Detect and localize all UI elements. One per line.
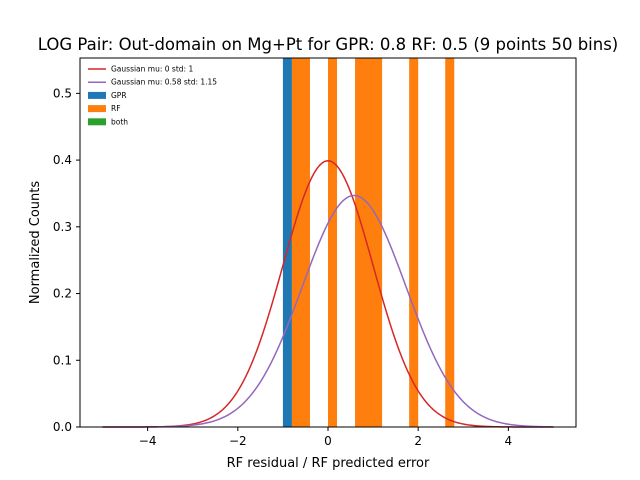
x-tick-label: 2 bbox=[414, 434, 422, 448]
y-tick-label: 0.3 bbox=[53, 220, 72, 234]
bar-rf-1 bbox=[328, 58, 338, 427]
legend-entry-label: GPR bbox=[111, 91, 127, 100]
bar-rf-4 bbox=[445, 58, 455, 427]
bar-rf-3 bbox=[409, 58, 419, 427]
legend-entry-label: Gaussian mu: 0 std: 1 bbox=[111, 65, 193, 74]
gaussian-curve-1 bbox=[102, 194, 554, 428]
axes: −4 −2 0 2 4 0.0 0.1 0.2 0.3 0.4 0.5 bbox=[53, 86, 512, 448]
legend-entry-label: both bbox=[111, 117, 128, 126]
legend-entry-label: RF bbox=[111, 104, 121, 113]
y-tick-label: 0.2 bbox=[53, 287, 72, 301]
y-axis-label: Normalized Counts bbox=[28, 181, 43, 304]
legend-entry-label: Gaussian mu: 0.58 std: 1.15 bbox=[111, 78, 217, 87]
gaussian-curves bbox=[102, 160, 554, 428]
x-tick-label: 0 bbox=[324, 434, 332, 448]
x-tick-label: 4 bbox=[505, 434, 513, 448]
y-tick-label: 0.4 bbox=[53, 153, 72, 167]
bar-gpr-0 bbox=[282, 58, 292, 427]
legend-patch-swatch bbox=[88, 105, 106, 113]
y-tick-label: 0.0 bbox=[53, 420, 72, 434]
legend-patch-swatch bbox=[88, 118, 106, 126]
x-tick-label: −2 bbox=[229, 434, 247, 448]
x-tick-label: −4 bbox=[139, 434, 157, 448]
bar-rf-2 bbox=[355, 58, 383, 427]
legend-patch-swatch bbox=[88, 91, 106, 99]
plot-area bbox=[282, 58, 455, 427]
y-tick-label: 0.5 bbox=[53, 86, 72, 100]
x-axis-label: RF residual / RF predicted error bbox=[227, 456, 430, 471]
chart-title: LOG Pair: Out-domain on Mg+Pt for GPR: 0… bbox=[38, 35, 619, 54]
y-tick-label: 0.1 bbox=[53, 353, 72, 367]
bar-rf-0 bbox=[291, 58, 310, 427]
legend: Gaussian mu: 0 std: 1 Gaussian mu: 0.58 s… bbox=[88, 65, 217, 126]
